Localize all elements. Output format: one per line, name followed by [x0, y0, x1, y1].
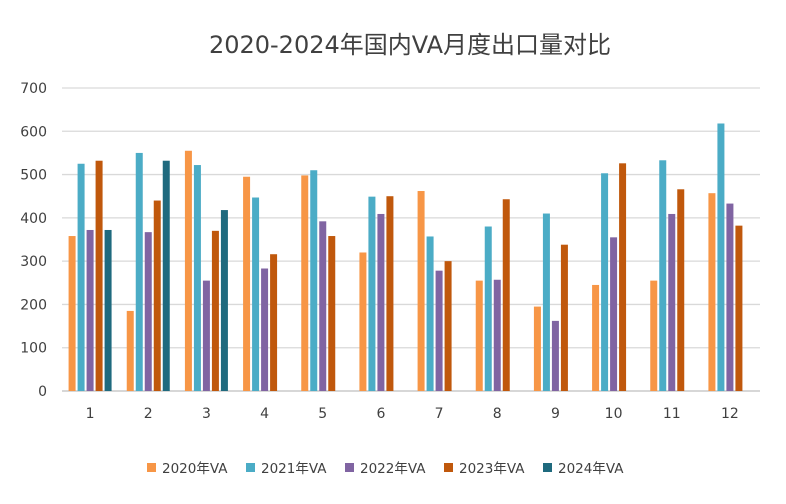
bar-2024年VA-2: [162, 160, 170, 391]
x-tick-label: 11: [663, 406, 681, 422]
chart-title: 2020-2024年国内VA月度出口量对比: [209, 31, 611, 59]
bar-2022年VA-1: [86, 229, 94, 391]
bar-2023年VA-12: [735, 225, 743, 391]
bar-2022年VA-9: [551, 320, 559, 391]
bar-2020年VA-4: [243, 176, 251, 391]
y-tick-label: 500: [20, 168, 47, 184]
bar-2023年VA-4: [270, 254, 278, 391]
bar-2023年VA-8: [502, 199, 510, 391]
y-tick-label: 700: [20, 81, 47, 97]
bar-2022年VA-4: [261, 268, 269, 391]
legend-swatch: [246, 463, 255, 472]
bar-2021年VA-5: [310, 170, 318, 391]
bar-2023年VA-6: [386, 196, 394, 391]
y-tick-label: 400: [20, 211, 47, 227]
legend-label: 2024年VA: [558, 461, 624, 477]
bar-2021年VA-12: [717, 123, 725, 391]
bar-2024年VA-1: [104, 229, 112, 391]
x-tick-label: 5: [318, 406, 327, 422]
bar-2021年VA-7: [426, 236, 434, 391]
bar-2020年VA-6: [359, 252, 367, 391]
legend-swatch: [444, 463, 453, 472]
bar-2022年VA-8: [493, 279, 501, 391]
bar-2022年VA-10: [610, 237, 618, 391]
bar-2024年VA-3: [220, 210, 228, 391]
y-tick-label: 300: [20, 254, 47, 270]
bar-2023年VA-1: [95, 160, 103, 391]
bar-2022年VA-12: [726, 203, 734, 391]
bar-2023年VA-5: [328, 236, 336, 391]
bar-2022年VA-6: [377, 213, 385, 391]
legend-label: 2021年VA: [261, 461, 327, 477]
x-tick-label: 12: [721, 406, 739, 422]
legend-swatch: [543, 463, 552, 472]
bar-2021年VA-10: [601, 173, 609, 391]
x-tick-label: 3: [202, 406, 211, 422]
bar-2022年VA-5: [319, 221, 327, 391]
legend-swatch: [147, 463, 156, 472]
x-tick-label: 6: [376, 406, 385, 422]
x-tick-label: 4: [260, 406, 269, 422]
bar-2023年VA-9: [560, 244, 568, 391]
bar-2023年VA-7: [444, 261, 452, 391]
bar-2021年VA-8: [484, 226, 492, 391]
bar-2022年VA-2: [144, 232, 152, 391]
bar-2023年VA-2: [153, 200, 161, 391]
bar-2022年VA-3: [202, 280, 210, 391]
x-tick-label: 1: [86, 406, 95, 422]
bar-2020年VA-8: [475, 280, 483, 391]
y-tick-label: 0: [38, 384, 47, 400]
bar-2020年VA-2: [126, 310, 134, 391]
legend-label: 2022年VA: [360, 461, 426, 477]
bar-2022年VA-11: [668, 213, 676, 391]
bar-2022年VA-7: [435, 270, 443, 391]
x-tick-label: 8: [493, 406, 502, 422]
legend-label: 2020年VA: [162, 461, 228, 477]
legend-label: 2023年VA: [459, 461, 525, 477]
x-tick-label: 10: [605, 406, 623, 422]
x-tick-label: 2: [144, 406, 153, 422]
bar-2021年VA-4: [252, 197, 260, 391]
bar-2023年VA-10: [619, 163, 627, 391]
bar-2020年VA-12: [708, 193, 716, 391]
bar-2021年VA-11: [659, 160, 667, 391]
bar-2020年VA-1: [68, 236, 76, 391]
bar-2021年VA-2: [135, 152, 143, 391]
bar-2020年VA-7: [417, 191, 425, 391]
y-tick-label: 200: [20, 297, 47, 313]
bar-2020年VA-11: [650, 280, 658, 391]
bar-2023年VA-11: [677, 189, 685, 391]
y-tick-label: 100: [20, 341, 47, 357]
bar-2021年VA-1: [77, 163, 85, 391]
bar-2021年VA-3: [193, 165, 201, 391]
legend-swatch: [345, 463, 354, 472]
x-tick-label: 7: [435, 406, 444, 422]
bar-2020年VA-5: [301, 175, 309, 391]
bar-2021年VA-6: [368, 196, 376, 391]
bar-2020年VA-9: [533, 306, 541, 391]
x-tick-label: 9: [551, 406, 560, 422]
bar-2023年VA-3: [211, 230, 219, 391]
bar-2021年VA-9: [542, 213, 550, 391]
bar-2020年VA-3: [184, 150, 192, 391]
y-tick-label: 600: [20, 124, 47, 140]
bar-2020年VA-10: [592, 284, 600, 391]
